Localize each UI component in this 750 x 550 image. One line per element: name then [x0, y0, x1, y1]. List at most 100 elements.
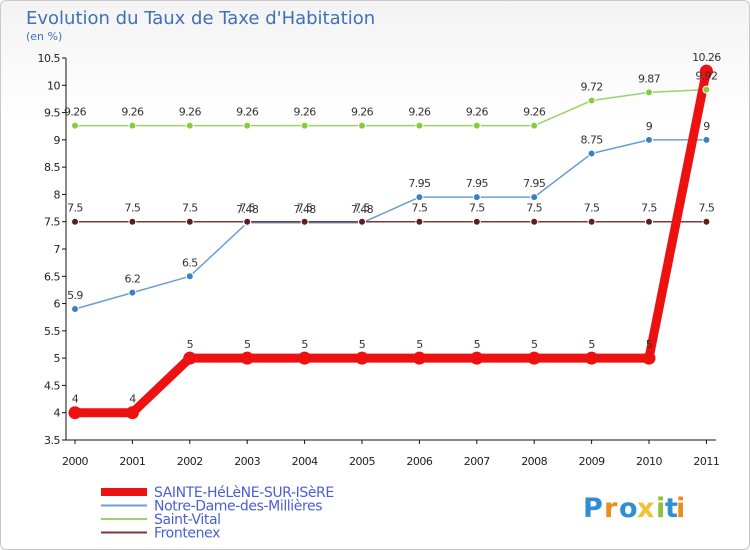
series-0-data-label: 7.95: [408, 177, 431, 190]
series-2-point: [300, 217, 309, 226]
series-3-data-label: 5: [474, 338, 481, 351]
logo-letter: i: [656, 493, 665, 524]
series-3-data-label: 5: [359, 338, 366, 351]
series-2-data-label: 7.5: [239, 202, 255, 215]
data-labels: 5.9 6.2 6.5 7.48 7.48 7.48 7.95 7.95 7.95 8.75 9 9 9…: [64, 51, 722, 406]
chart-title: Evolution du Taux de Taxe d'Habitation: [26, 8, 375, 29]
series-2-data-label: 7.5: [297, 202, 313, 215]
series-3-data-label: 5: [531, 338, 538, 351]
series-2-point: [243, 217, 252, 226]
x-tick-label: 2002: [177, 455, 203, 468]
series-3-point: [240, 351, 254, 365]
series-1-data-label: 9.26: [64, 106, 87, 119]
logo-letter: o: [619, 493, 638, 524]
series-1-point: [530, 121, 539, 130]
series-1-point: [128, 121, 137, 130]
y-tick-label: 8: [54, 188, 61, 201]
logo-letter: t: [665, 493, 678, 524]
series-2-data-label: 7.5: [641, 202, 657, 215]
series-3-point: [699, 64, 713, 78]
y-tick-label: 5.5: [44, 325, 60, 338]
axes: 3.5 4 4.5 5 5.5 6 6.5 7 7.5 8 8.5 9 9.5 10 10.5 2000 200…: [38, 52, 720, 468]
logo-letter: P: [583, 493, 603, 524]
series-2-point: [415, 217, 424, 226]
y-tick-label: 5: [54, 352, 61, 365]
legend: SAINTE-HéLèNE-SUR-ISèRENotre-Dame-des-Mi…: [101, 485, 334, 542]
x-tick-label: 2011: [693, 455, 719, 468]
series-1-data-label: 9.26: [294, 106, 317, 119]
legend-label: Saint-Vital: [154, 512, 221, 528]
series-0-point: [71, 305, 79, 314]
y-tick-label: 9.5: [44, 107, 60, 120]
series-0-data-label: 7.48: [236, 203, 259, 216]
y-tick-label: 7: [54, 243, 61, 256]
series-0-point: [702, 135, 711, 144]
x-tick-label: 2000: [62, 455, 88, 468]
y-tick-label: 4: [54, 407, 61, 420]
series-0-data-label: 7.48: [351, 203, 374, 216]
series-3-point: [642, 351, 656, 365]
series-0-data-label: 7.95: [466, 177, 489, 190]
series-2-point: [702, 217, 711, 226]
series-3-data-label: 5: [646, 338, 653, 351]
series-3-point: [68, 406, 82, 420]
series-1-point: [472, 121, 481, 130]
series-1-line: [74, 88, 708, 127]
series-0-data-label: 7.95: [523, 177, 546, 190]
series-1-point: [300, 121, 309, 130]
series-2-data-label: 7.5: [182, 202, 198, 215]
series-2-data-label: 7.5: [526, 202, 542, 215]
series-1-point: [243, 121, 252, 130]
x-tick-label: 2007: [464, 455, 490, 468]
legend-label: SAINTE-HéLèNE-SUR-ISèRE: [154, 485, 334, 501]
logo-letter: i: [676, 493, 685, 524]
series-3-data-label: 5: [301, 338, 308, 351]
series-0-data-label: 6.5: [182, 256, 198, 269]
legend-label: Frontenex: [154, 526, 220, 542]
series-3-point: [527, 351, 541, 365]
series-1-data-label: 9.26: [523, 106, 546, 119]
series-0-point: [472, 193, 481, 202]
series-1-point: [358, 121, 366, 130]
series-2-data-label: 7.5: [67, 202, 83, 215]
x-tick-label: 2010: [636, 455, 662, 468]
series-1-point: [415, 121, 424, 130]
x-tick-label: 2005: [349, 455, 375, 468]
logo-letter: x: [637, 493, 654, 524]
series-1-data-label: 9.26: [408, 106, 431, 119]
series-2-point: [472, 217, 481, 226]
x-tick-label: 2009: [579, 455, 605, 468]
series-3-data-label: 5: [588, 338, 595, 351]
series-3-point: [412, 351, 426, 365]
series-2-data-label: 7.5: [412, 202, 428, 215]
series-3-point: [298, 351, 312, 365]
series-lines: [70, 66, 711, 418]
y-tick-label: 10.5: [38, 52, 61, 65]
series-0-line: [74, 139, 708, 310]
series-3-data-label: 10.26: [692, 51, 721, 64]
series-3-point: [470, 351, 484, 365]
series-0-data-label: 5.9: [67, 289, 83, 302]
series-2-data-label: 7.5: [354, 202, 370, 215]
x-tick-label: 2003: [234, 455, 260, 468]
series-2-data-label: 7.5: [469, 202, 485, 215]
series-1-data-label: 9.26: [121, 106, 144, 119]
series-0-data-label: 6.2: [125, 273, 141, 286]
series-1-data-label: 9.26: [236, 106, 259, 119]
series-1-data-label: 9.26: [466, 106, 489, 119]
series-1-data-label: 9.72: [581, 81, 603, 94]
series-2-point: [530, 217, 539, 226]
series-1-point: [185, 121, 194, 130]
series-3-data-label: 5: [416, 338, 423, 351]
y-tick-label: 6.5: [44, 270, 60, 283]
series-3-data-label: 5: [244, 338, 251, 351]
series-0-data-label: 9: [646, 120, 653, 133]
series-0-data-label: 9: [703, 120, 710, 133]
series-3-point: [183, 351, 197, 365]
series-3-data-label: 4: [72, 393, 79, 406]
logo-letter: r: [604, 493, 618, 524]
series-0-data-label: 8.75: [581, 134, 604, 147]
series-3-data-label: 5: [187, 338, 194, 351]
